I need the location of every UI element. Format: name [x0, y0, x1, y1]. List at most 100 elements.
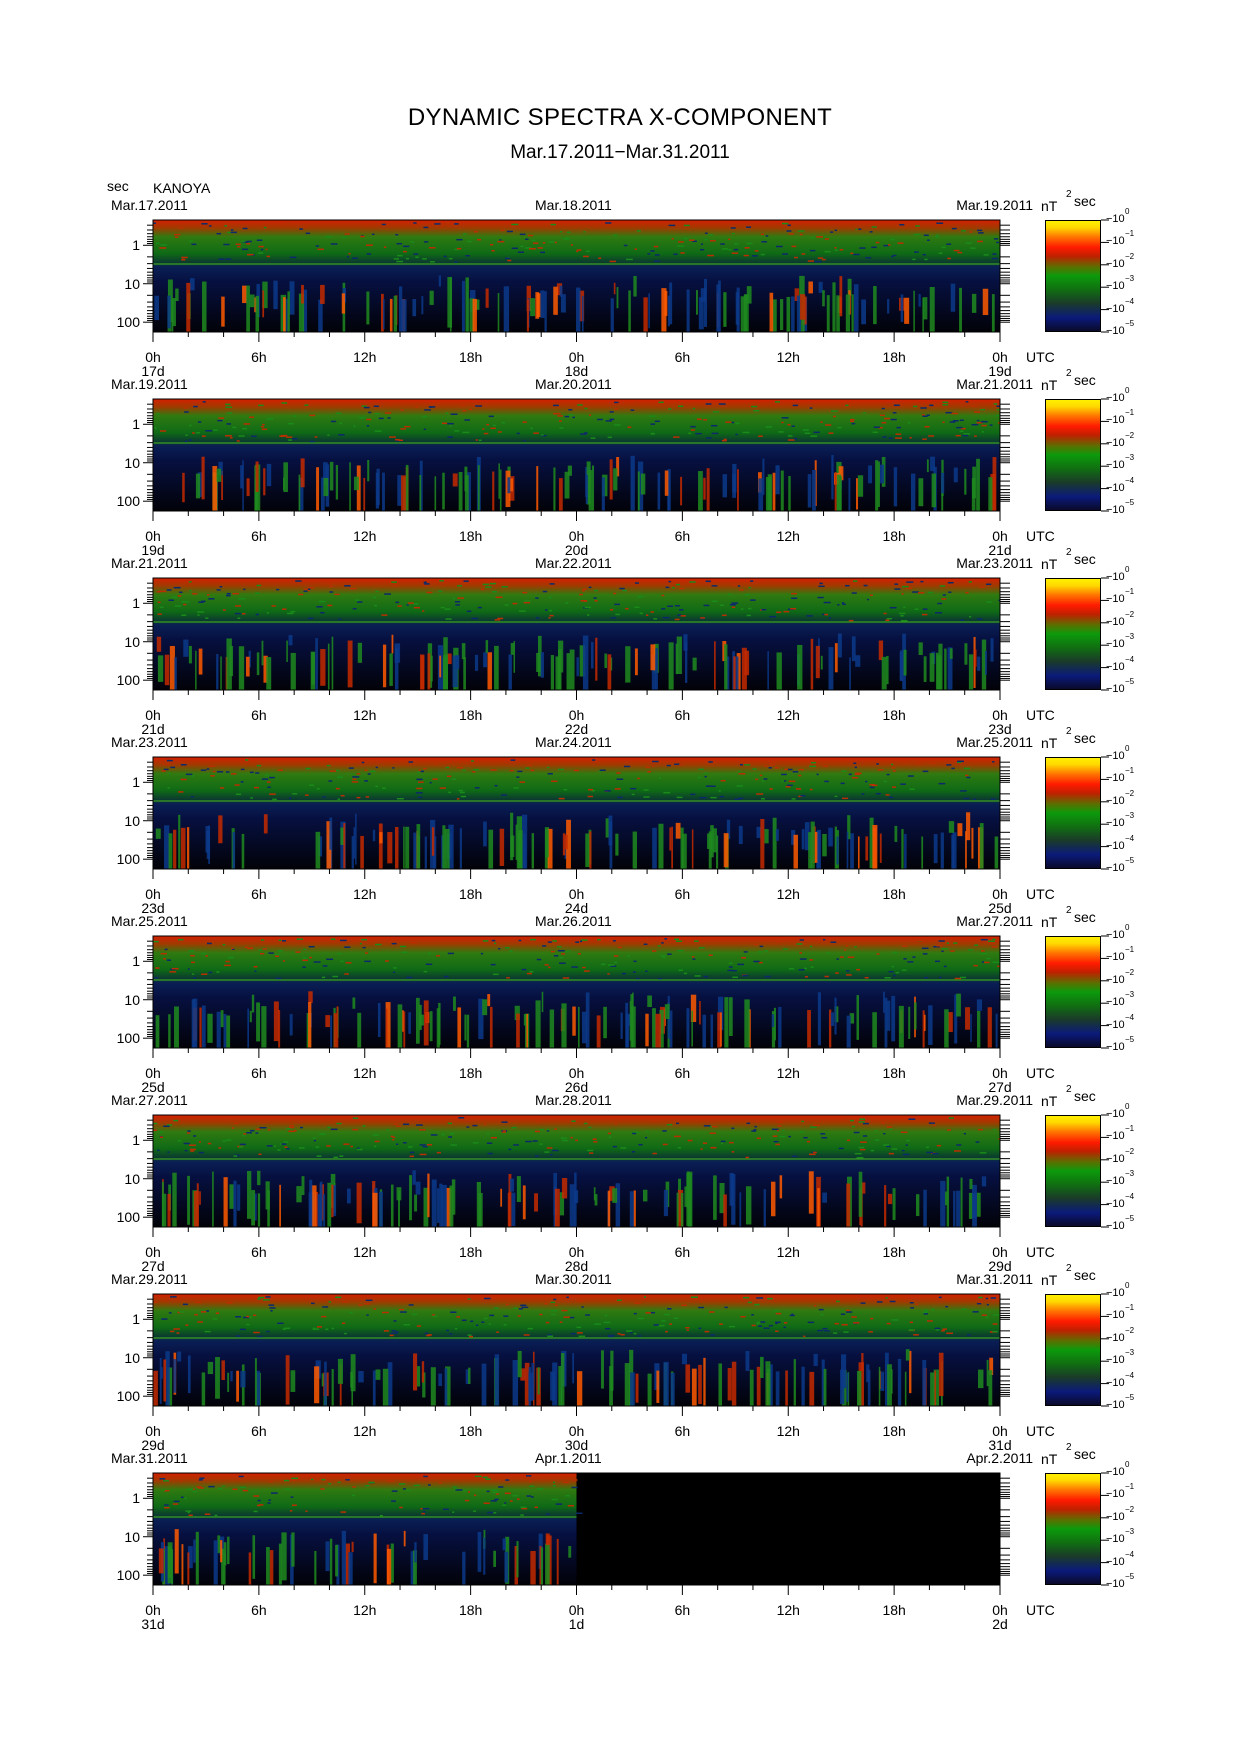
texture-speck	[876, 1301, 883, 1303]
texture-speck	[474, 787, 480, 789]
activity-streak	[464, 1014, 467, 1041]
texture-speck	[890, 238, 895, 241]
activity-streak	[168, 833, 173, 869]
activity-streak	[174, 1529, 179, 1574]
texture-speck	[759, 774, 763, 777]
activity-streak	[327, 643, 330, 690]
texture-speck	[289, 256, 297, 259]
activity-streak	[836, 474, 842, 511]
activity-streak	[934, 1370, 937, 1406]
texture-speck	[744, 593, 750, 596]
texture-speck	[789, 1314, 795, 1317]
texture-speck	[316, 788, 320, 790]
texture-speck	[569, 1316, 575, 1319]
texture-speck	[875, 241, 880, 244]
texture-speck	[929, 404, 934, 407]
texture-speck	[509, 1500, 513, 1502]
activity-streak	[616, 287, 619, 309]
activity-streak	[248, 1552, 252, 1585]
texture-speck	[652, 950, 657, 952]
texture-speck	[696, 418, 702, 420]
activity-streak	[273, 280, 278, 310]
texture-speck	[214, 1514, 218, 1517]
x-tick-label: 12h	[776, 886, 800, 902]
activity-streak	[923, 297, 928, 320]
activity-streak	[857, 836, 860, 869]
activity-streak	[576, 287, 581, 332]
activity-streak	[616, 457, 620, 477]
texture-speck	[808, 1153, 816, 1156]
texture-speck	[881, 407, 885, 410]
texture-speck	[773, 939, 781, 941]
texture-speck	[226, 592, 231, 595]
activity-streak	[992, 457, 997, 511]
texture-speck	[851, 592, 857, 594]
activity-streak	[445, 1187, 452, 1227]
activity-streak	[560, 1353, 565, 1406]
panel-date-mid: Mar.24.2011	[535, 734, 612, 750]
texture-speck	[965, 242, 972, 244]
activity-streak	[726, 819, 731, 839]
texture-speck	[481, 1321, 485, 1323]
texture-speck	[571, 966, 578, 968]
texture-speck	[855, 228, 858, 231]
texture-speck	[632, 971, 637, 973]
texture-speck	[491, 1489, 499, 1492]
texture-speck	[654, 420, 660, 423]
activity-streak	[856, 1370, 862, 1406]
texture-speck	[756, 1321, 761, 1324]
texture-speck	[243, 1133, 247, 1135]
texture-speck	[818, 1308, 824, 1311]
y-tick-label: 1	[132, 1132, 140, 1149]
texture-speck	[946, 764, 952, 766]
texture-speck	[751, 1314, 754, 1316]
texture-speck	[692, 407, 696, 410]
texture-speck	[373, 1308, 377, 1310]
texture-speck	[402, 1142, 407, 1144]
texture-speck	[871, 226, 877, 228]
texture-speck	[243, 1316, 250, 1319]
texture-speck	[345, 962, 352, 964]
activity-streak	[380, 293, 384, 332]
texture-speck	[664, 938, 668, 940]
activity-streak	[822, 290, 825, 307]
colorbar-tick-exponent: −3	[1125, 1169, 1135, 1179]
texture-speck	[658, 777, 662, 780]
texture-speck	[187, 1130, 191, 1132]
texture-speck	[585, 405, 589, 407]
texture-speck	[197, 421, 202, 423]
texture-speck	[181, 259, 186, 261]
day-label: 19d	[988, 363, 1012, 379]
texture-speck	[336, 776, 343, 779]
colorbar-tick-exponent: 0	[1125, 1460, 1130, 1469]
texture-speck	[830, 941, 837, 943]
texture-speck	[398, 439, 404, 442]
activity-streak	[449, 1185, 454, 1227]
activity-streak	[325, 1015, 330, 1028]
texture-speck	[816, 236, 824, 238]
x-tick-label: 12h	[353, 1065, 377, 1081]
texture-speck	[883, 612, 887, 615]
activity-streak	[691, 829, 694, 869]
activity-streak	[995, 1013, 998, 1048]
colorbar-unit-exponent: 2	[1066, 368, 1072, 379]
colorbar-tick-label: −10	[1106, 638, 1125, 651]
activity-streak	[910, 473, 916, 511]
activity-streak	[437, 1188, 440, 1223]
texture-speck	[883, 244, 889, 247]
texture-speck	[297, 593, 304, 596]
activity-streak	[818, 281, 823, 293]
texture-speck	[296, 938, 304, 940]
activity-streak	[903, 649, 907, 676]
activity-streak	[201, 456, 205, 500]
texture-speck	[884, 977, 891, 979]
texture-speck	[948, 591, 952, 594]
activity-streak	[981, 1176, 987, 1187]
texture-speck	[771, 1128, 779, 1131]
activity-streak	[655, 648, 658, 690]
activity-streak	[918, 642, 923, 655]
activity-streak	[273, 1001, 279, 1042]
texture-speck	[233, 1155, 238, 1157]
texture-speck	[920, 407, 927, 409]
activity-streak	[421, 296, 424, 315]
